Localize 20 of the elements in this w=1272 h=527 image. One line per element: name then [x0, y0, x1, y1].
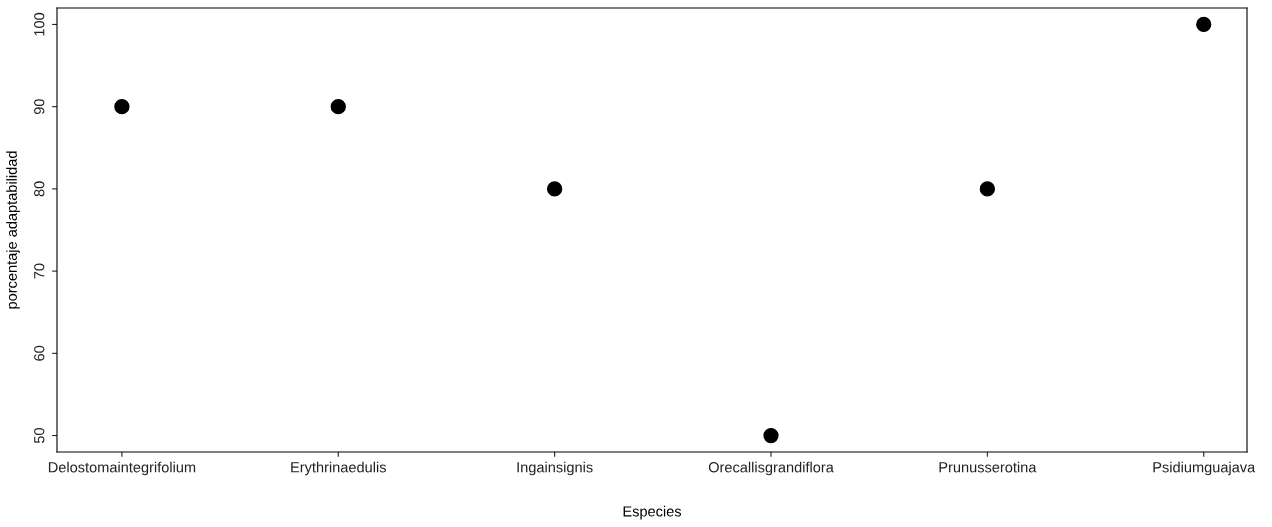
y-tick-label: 70	[34, 263, 45, 279]
y-tick-label: 80	[34, 181, 45, 197]
point	[763, 427, 779, 444]
x-tick-label: Delostomaintegrifolium	[48, 461, 196, 476]
point	[979, 181, 996, 197]
x-tick-label: Orecallisgrandiflora	[708, 461, 834, 476]
x-axis-title: Especies	[623, 505, 682, 520]
y-tick-label: 50	[34, 428, 45, 444]
y-axis-title: porcentaje adaptabilidad	[6, 151, 20, 309]
point	[1196, 16, 1212, 33]
y-tick-label: 100	[34, 12, 45, 36]
point	[114, 99, 130, 115]
point	[330, 99, 346, 115]
y-tick-label: 90	[34, 99, 45, 115]
x-tick-label: Erythrinaedulis	[291, 461, 386, 476]
x-tick-label: Ingainsignis	[517, 461, 593, 476]
x-tick-label: Psidiumguajava	[1153, 461, 1256, 476]
point	[546, 181, 563, 197]
x-tick-label: Prunusserotina	[939, 461, 1037, 473]
y-tick-label: 60	[34, 345, 45, 361]
